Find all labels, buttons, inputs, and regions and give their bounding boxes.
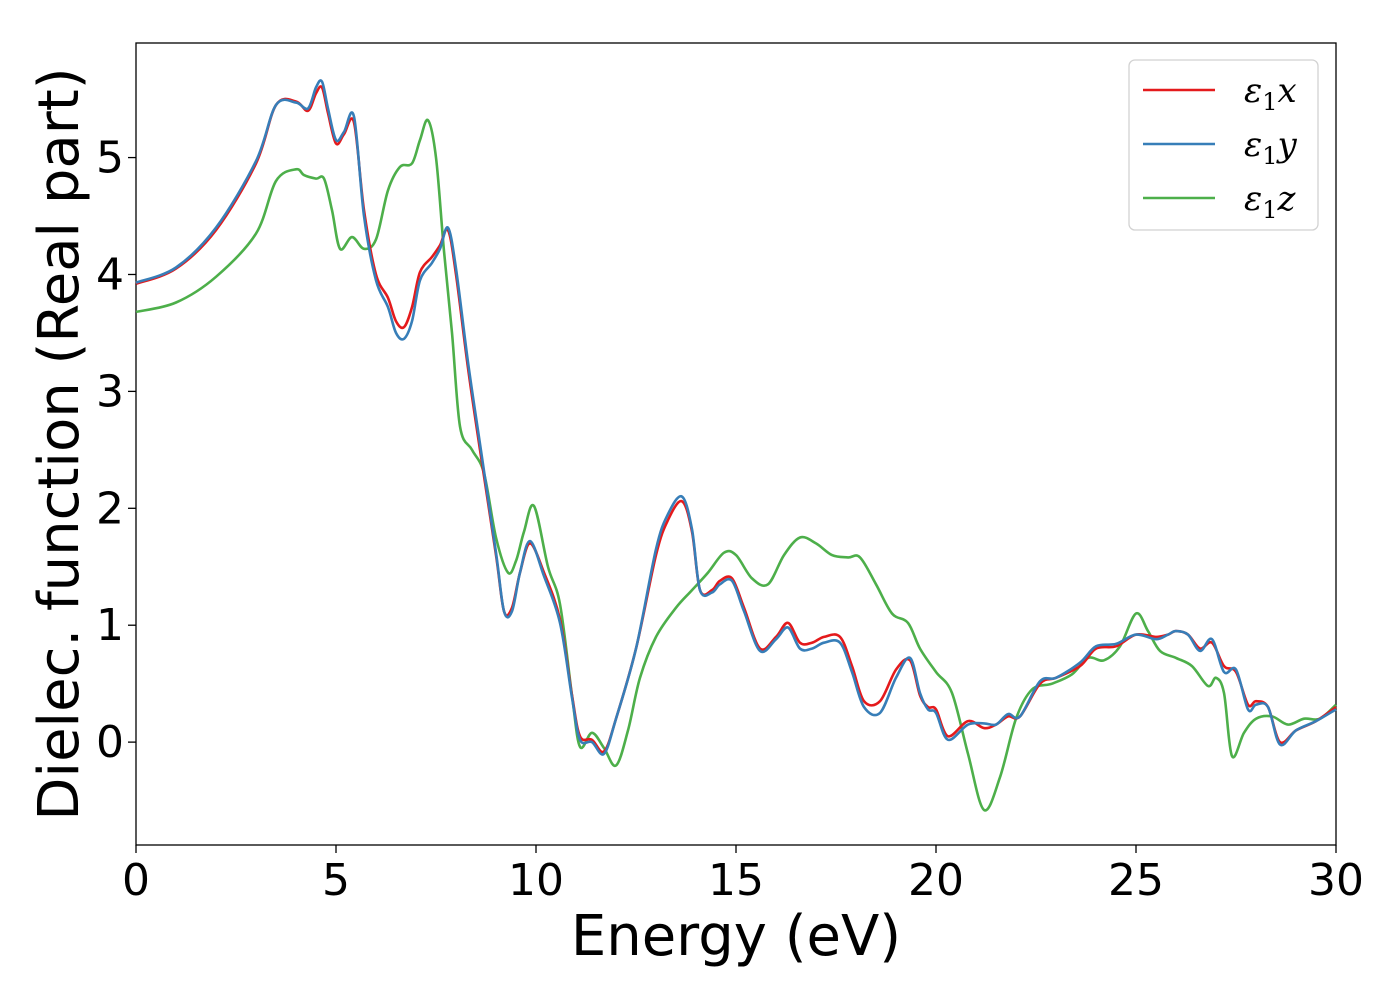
x-tick-label: 0 bbox=[122, 855, 150, 906]
y-tick-label: 0 bbox=[96, 717, 124, 768]
y-axis-label: Dielec. function (Real part) bbox=[27, 67, 92, 820]
legend-label-x: ε1x bbox=[1244, 71, 1297, 116]
legend: ε1x ε1y ε1z bbox=[1128, 59, 1319, 231]
x-tick-label: 25 bbox=[1108, 855, 1164, 906]
y-tick-label: 5 bbox=[96, 133, 124, 184]
x-axis-ticks: 0 5 10 15 20 25 30 bbox=[122, 845, 1364, 906]
series-line-y bbox=[135, 79, 1337, 756]
legend-label-y: ε1y bbox=[1244, 125, 1298, 170]
x-tick-label: 10 bbox=[508, 855, 564, 906]
series-line-z bbox=[135, 118, 1337, 812]
y-tick-label: 4 bbox=[96, 249, 124, 300]
y-tick-label: 2 bbox=[96, 483, 124, 534]
x-tick-label: 5 bbox=[322, 855, 350, 906]
y-tick-label: 3 bbox=[96, 366, 124, 417]
x-axis-label: Energy (eV) bbox=[571, 904, 901, 969]
x-tick-label: 30 bbox=[1308, 855, 1364, 906]
y-axis-ticks: 0 1 2 3 4 5 bbox=[96, 133, 136, 768]
legend-box bbox=[1128, 59, 1319, 231]
y-tick-label: 1 bbox=[96, 600, 124, 651]
series-layer bbox=[135, 79, 1337, 812]
x-tick-label: 15 bbox=[708, 855, 764, 906]
legend-entries: ε1x ε1y ε1z bbox=[1143, 71, 1298, 224]
legend-label-z: ε1z bbox=[1244, 179, 1297, 224]
x-tick-label: 20 bbox=[908, 855, 964, 906]
